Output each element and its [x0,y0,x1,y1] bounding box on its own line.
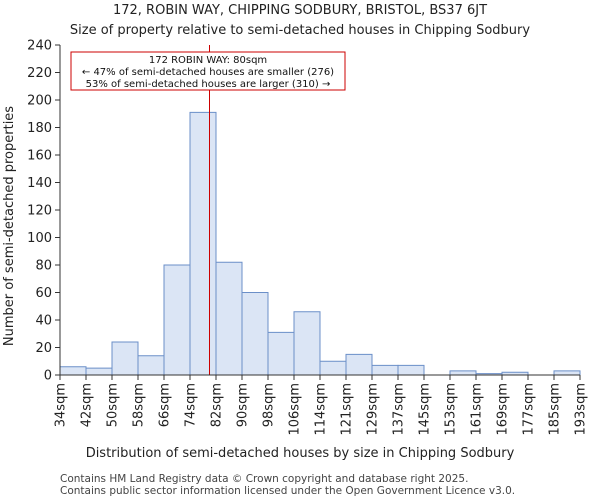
x-tick-label-58sqm: 58sqm [132,383,147,427]
x-tick-label-106sqm: 106sqm [288,383,303,436]
bar-114sqm [319,360,347,376]
footer-line-2: Contains public sector information licen… [60,485,515,497]
bar-50sqm [111,341,139,376]
chart-subtitle: Size of property relative to semi-detach… [70,23,530,38]
x-tick-label-82sqm: 82sqm [210,383,225,427]
x-tick-label-42sqm: 42sqm [80,383,95,427]
bar-58sqm [137,355,165,376]
bar-74sqm [189,111,217,376]
footer-line-1: Contains HM Land Registry data © Crown c… [60,473,468,485]
bar-153sqm [449,370,477,376]
x-tick-label-34sqm: 34sqm [54,383,69,427]
bar-106sqm [293,311,321,376]
bar-42sqm [85,367,113,376]
annotation-line-1: 172 ROBIN WAY: 80sqm [149,55,267,66]
y-tick-label-80: 80 [35,259,52,274]
x-tick-label-74sqm: 74sqm [184,383,199,427]
bar-185sqm [553,370,581,376]
x-tick-label-169sqm: 169sqm [496,383,511,436]
y-tick-label-20: 20 [35,341,52,356]
x-tick-label-98sqm: 98sqm [262,383,277,427]
y-tick-label-40: 40 [35,314,52,329]
bar-98sqm [267,331,295,376]
y-tick-label-200: 200 [27,94,52,109]
x-axis-label: Distribution of semi-detached houses by … [86,446,515,461]
x-tick-label-66sqm: 66sqm [158,383,173,427]
x-tick-label-121sqm: 121sqm [340,383,355,436]
bar-66sqm [163,264,191,376]
x-tick-label-161sqm: 161sqm [470,383,485,436]
y-tick-label-180: 180 [27,121,52,136]
y-tick-label-220: 220 [27,66,52,81]
x-tick-label-185sqm: 185sqm [548,383,563,436]
y-tick-label-160: 160 [27,149,52,164]
x-tick-label-177sqm: 177sqm [522,383,537,436]
annotation-box: 172 ROBIN WAY: 80sqm ← 47% of semi-detac… [70,51,346,91]
y-tick-label-60: 60 [35,286,52,301]
bar-129sqm [371,364,399,376]
bar-82sqm [215,261,243,376]
y-ticks-group: 0 20 40 60 80 100 120 140 160 180 200 220 240 [27,39,60,384]
y-axis-label: Number of semi-detached properties [2,106,17,346]
bar-90sqm [241,292,269,376]
x-ticks-group: 34sqm 42sqm 50sqm 58sqm 66sqm 74sqm 82sqm 90sqm… [54,375,589,436]
chart-title: 172, ROBIN WAY, CHIPPING SODBURY, BRISTO… [113,3,487,18]
x-tick-label-114sqm: 114sqm [314,383,329,436]
x-tick-label-145sqm: 145sqm [418,383,433,436]
annotation-line-3: 53% of semi-detached houses are larger (… [86,79,331,90]
y-tick-label-240: 240 [27,39,52,54]
x-tick-label-129sqm: 129sqm [366,383,381,436]
bars-group [59,111,581,376]
bar-34sqm [59,366,87,376]
bar-121sqm [345,353,373,376]
annotation-line-2: ← 47% of semi-detached houses are smalle… [82,67,334,78]
x-tick-label-90sqm: 90sqm [236,383,251,427]
x-tick-label-193sqm: 193sqm [574,383,589,436]
bar-137sqm [397,364,425,376]
x-tick-label-153sqm: 153sqm [444,383,459,436]
y-tick-label-100: 100 [27,231,52,246]
y-tick-label-120: 120 [27,204,52,219]
x-tick-label-50sqm: 50sqm [106,383,121,427]
y-tick-label-140: 140 [27,176,52,191]
x-tick-label-137sqm: 137sqm [392,383,407,436]
y-tick-label-0: 0 [44,369,52,384]
